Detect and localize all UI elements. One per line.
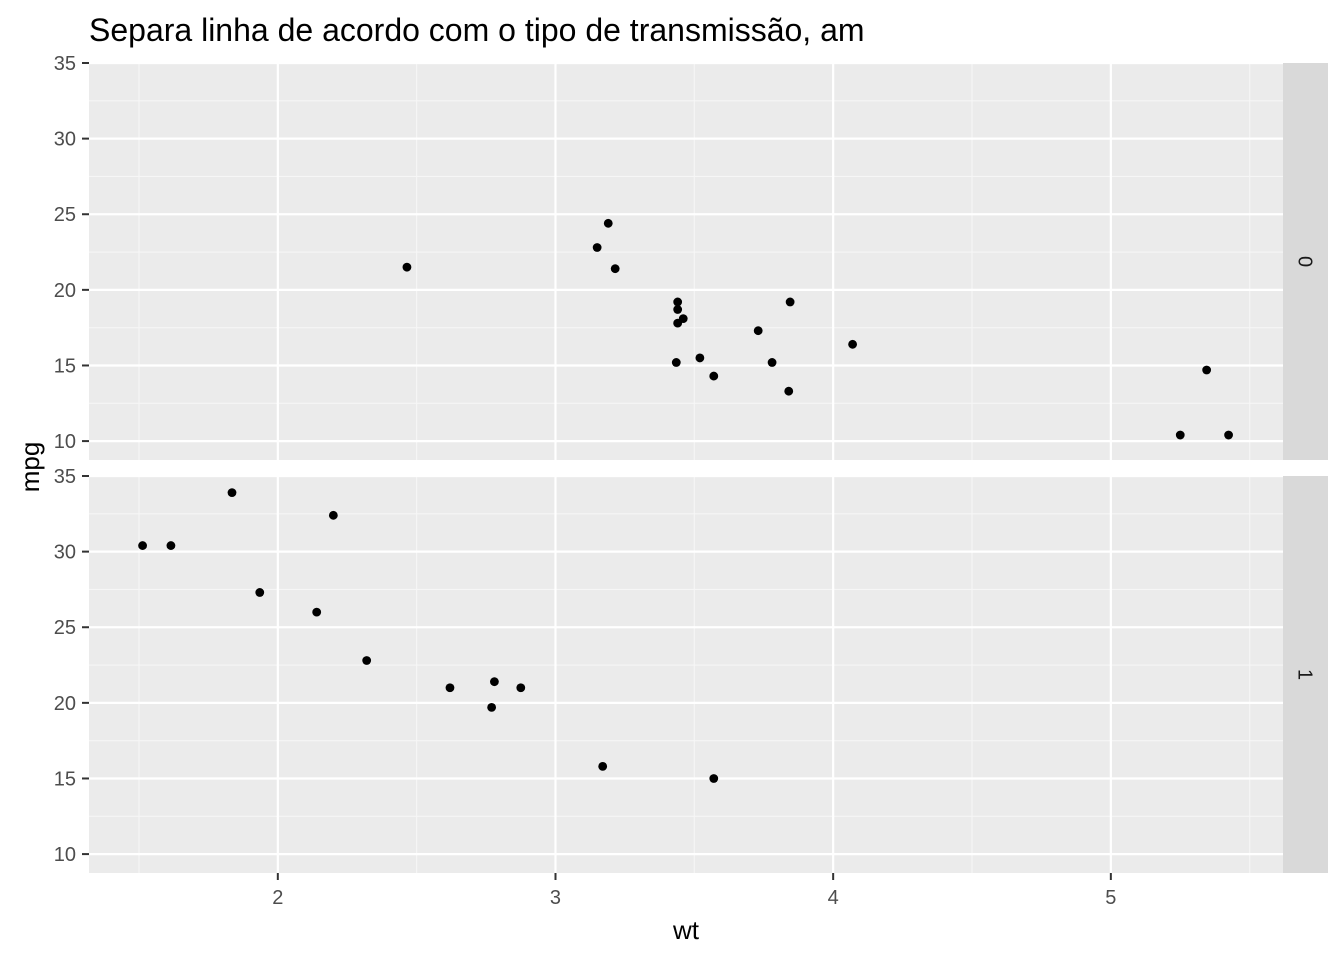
plot-area: 10 15 20 25 30 35 0 10 15 20 25 30 35 1 2 3 4 5 xyxy=(54,53,1328,909)
data-point xyxy=(312,607,322,617)
data-point xyxy=(1175,430,1185,440)
facet-strip xyxy=(1283,476,1328,873)
data-point xyxy=(767,358,777,367)
y-tick-label: 10 xyxy=(54,431,76,453)
x-tick-label: 3 xyxy=(550,887,561,909)
x-tick-label: 5 xyxy=(1105,887,1116,909)
y-tick-label: 25 xyxy=(54,204,76,226)
facet-strip xyxy=(1283,63,1328,460)
data-point xyxy=(328,510,338,520)
y-tick-label: 30 xyxy=(54,542,76,564)
data-point xyxy=(166,541,176,550)
x-tick-label: 2 xyxy=(272,887,283,909)
data-point xyxy=(227,488,237,498)
data-point xyxy=(785,297,795,307)
data-point xyxy=(848,339,858,349)
data-point xyxy=(671,358,681,367)
data-point xyxy=(1224,430,1233,440)
data-point xyxy=(695,353,705,363)
y-tick-label: 20 xyxy=(54,280,76,302)
panel-background xyxy=(89,476,1283,873)
data-point xyxy=(673,318,683,328)
x-tick-label: 4 xyxy=(828,887,839,909)
data-point xyxy=(610,264,620,274)
data-point xyxy=(673,305,683,314)
data-point xyxy=(709,371,719,381)
facet-strip-label: 1 xyxy=(1294,669,1316,680)
facet-strip-label: 0 xyxy=(1294,256,1316,267)
data-point xyxy=(592,243,602,252)
y-tick-label: 35 xyxy=(54,466,76,488)
y-tick-label: 10 xyxy=(54,844,76,866)
data-point xyxy=(255,588,265,597)
data-point xyxy=(487,702,497,712)
data-point xyxy=(490,677,499,687)
chart-title: Separa linha de acordo com o tipo de tra… xyxy=(89,12,865,48)
data-point xyxy=(603,218,613,228)
x-axis-title: wt xyxy=(672,915,700,945)
data-point xyxy=(516,683,526,693)
panel-background xyxy=(89,63,1283,460)
data-point xyxy=(753,326,763,336)
facet-panel-1: 10 15 20 25 30 35 1 xyxy=(54,466,1328,873)
data-point xyxy=(138,541,147,550)
y-tick-label: 30 xyxy=(54,129,76,151)
data-point xyxy=(598,761,608,771)
y-tick-label: 25 xyxy=(54,617,76,639)
data-point xyxy=(1202,365,1212,375)
y-tick-label: 15 xyxy=(54,768,76,790)
data-point xyxy=(402,262,412,272)
y-tick-label: 35 xyxy=(54,53,76,75)
facet-panel-0: 10 15 20 25 30 35 0 xyxy=(54,53,1328,460)
y-tick-label: 15 xyxy=(54,355,76,377)
data-point xyxy=(784,386,794,396)
data-point xyxy=(362,656,372,665)
y-axis-title: mpg xyxy=(15,442,45,493)
data-point xyxy=(709,774,719,783)
y-tick-label: 20 xyxy=(54,693,76,715)
data-point xyxy=(445,683,455,693)
data-point xyxy=(673,297,683,307)
